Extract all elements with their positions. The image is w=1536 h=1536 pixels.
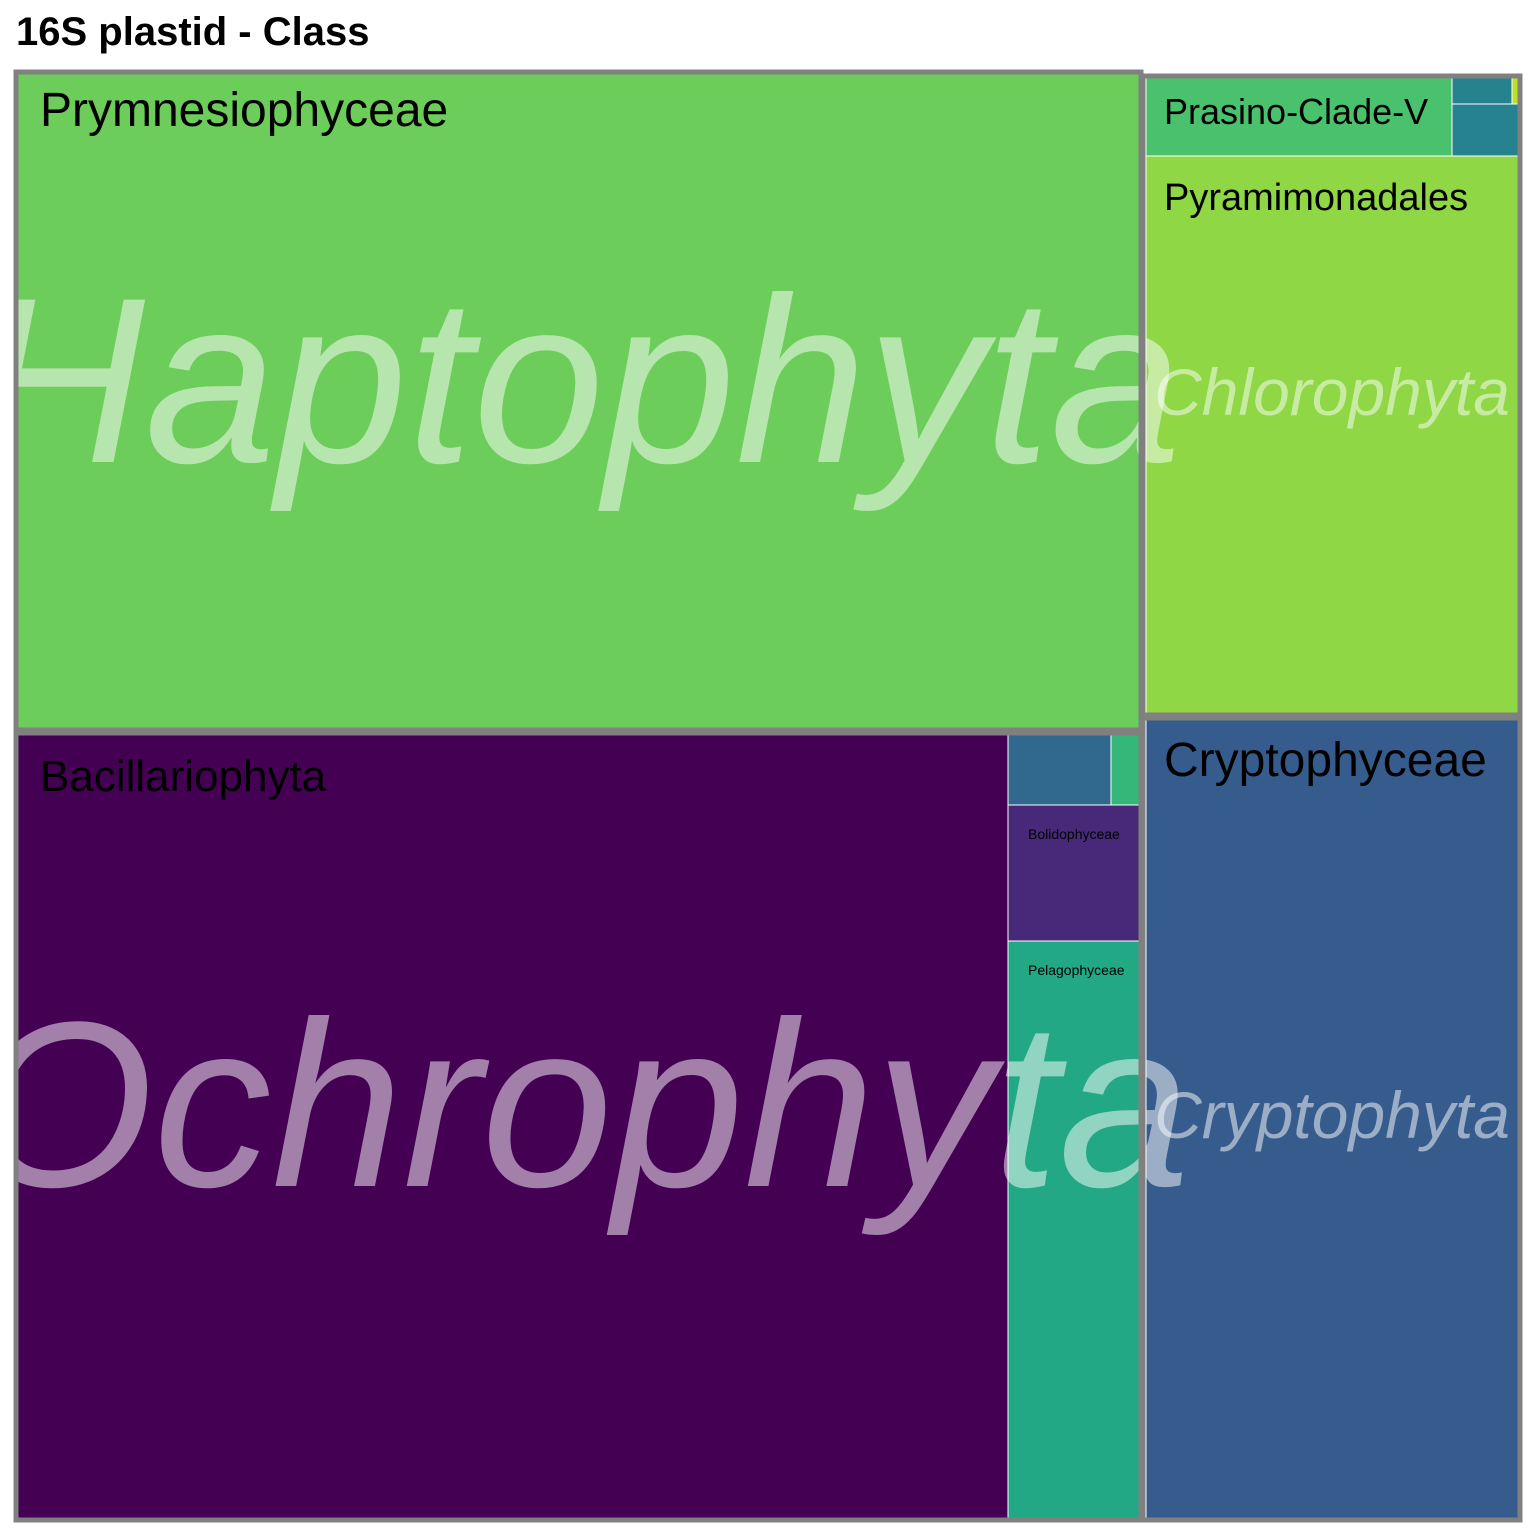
class-rect-bacillariophyta (17, 734, 1009, 1519)
class-rect-chlorophyta-class-3 (1511, 77, 1519, 105)
treemap-rects (17, 73, 1519, 1519)
class-rect-pyramimonadales (1145, 155, 1519, 714)
class-label-prymnesiophyceae: Prymnesiophyceae (40, 84, 448, 137)
class-rect-ochrophyta-class-1 (1007, 734, 1112, 806)
group-label-cryptophyta: Cryptophyta (1154, 1078, 1510, 1152)
group-label-haptophyta: Haptophyta (0, 249, 1182, 513)
class-label-prasino-clade-v: Prasino-Clade-V (1164, 91, 1428, 132)
class-rect-cryptophyceae (1145, 719, 1519, 1519)
group-label-ochrophyta: Ochrophyta (0, 973, 1190, 1237)
class-rect-chlorophyta-class-1 (1451, 77, 1513, 105)
class-rect-prymnesiophyceae (17, 73, 1140, 729)
class-label-pyramimonadales: Pyramimonadales (1164, 177, 1468, 219)
group-border-cryptophyta (1140, 715, 1523, 1523)
group-border-chlorophyta (1140, 73, 1523, 718)
class-label-pelagophyceae: Pelagophyceae (1028, 962, 1125, 978)
class-label-cryptophyceae: Cryptophyceae (1164, 734, 1487, 787)
treemap-class-labels: Prymnesiophyceae Bacillariophyta Bolidophy… (40, 84, 1487, 978)
class-label-bacillariophyta: Bacillariophyta (40, 752, 327, 801)
class-label-bolidophyceae: Bolidophyceae (1028, 826, 1120, 842)
treemap-group-labels: Haptophyta Ochrophyta Chlorophyta Cryptophy… (0, 249, 1510, 1237)
class-rect-chlorophyta-class-2 (1451, 103, 1519, 157)
class-rect-ochrophyta-class-2 (1110, 734, 1140, 806)
class-rect-pelagophyceae (1007, 940, 1140, 1519)
group-label-chlorophyta: Chlorophyta (1154, 355, 1510, 429)
chart-title: 16S plastid - Class (16, 10, 370, 54)
treemap-group-borders (13, 69, 1523, 1523)
class-rect-prasino-clade-v (1145, 77, 1453, 157)
